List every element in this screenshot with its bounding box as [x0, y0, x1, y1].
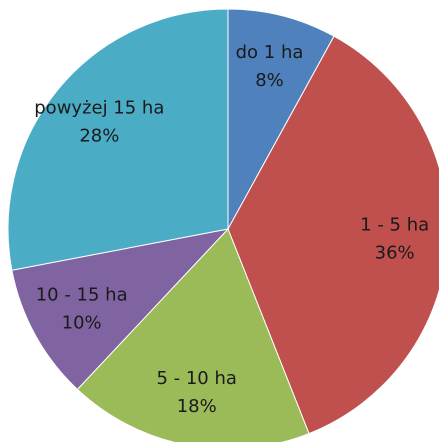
pie-slice: [11, 228, 230, 391]
value-label: 28%: [79, 126, 119, 147]
slice-label: do 1 ha: [236, 42, 304, 63]
value-label: 10%: [62, 312, 102, 333]
pie-slice: [227, 8, 335, 230]
slice-label: 10 - 15 ha: [36, 284, 128, 305]
value-label: 8%: [255, 70, 284, 91]
slice-label: 1 - 5 ha: [360, 214, 429, 235]
pie-slice: [227, 35, 439, 435]
value-label: 36%: [375, 242, 415, 263]
value-label: 18%: [177, 396, 217, 417]
slice-label: powyżej 15 ha: [34, 98, 164, 119]
pie-slice: [7, 8, 229, 271]
slice-label: 5 - 10 ha: [156, 368, 236, 389]
